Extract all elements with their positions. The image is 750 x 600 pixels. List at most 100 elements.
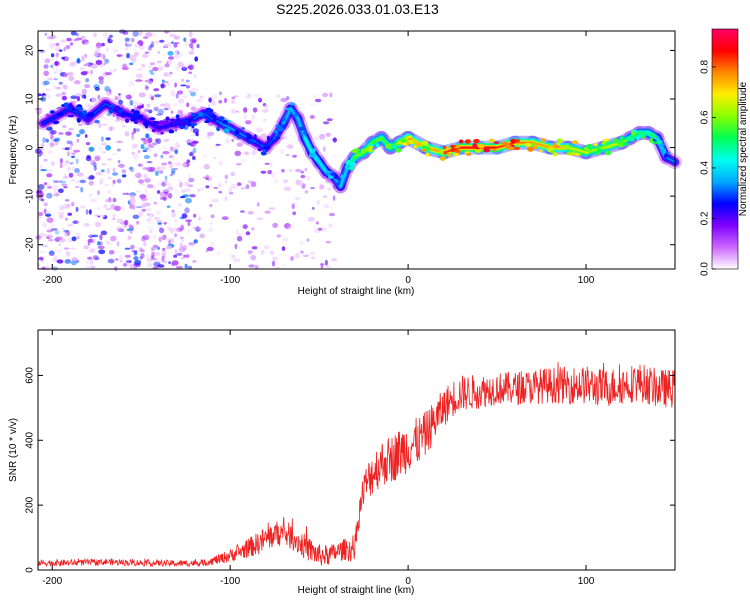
spectrogram-noise-blob	[130, 244, 135, 250]
spectrogram-noise-blob	[205, 185, 210, 189]
spectrogram-noise-blob	[158, 165, 166, 171]
colorbar-ticks: 0.0 0.2 0.4 0.6 0.8	[700, 60, 716, 276]
spectrogram-noise-blob	[98, 146, 102, 152]
spectrogram-noise-blob	[143, 241, 147, 247]
spectrogram-noise-blob	[88, 146, 95, 152]
spectrogram-ridge-blob	[574, 152, 580, 156]
spectrogram-noise-blob	[292, 154, 297, 158]
spectrogram-ridge-blob	[425, 152, 430, 157]
spectrogram-noise-blob	[273, 222, 277, 228]
spectrogram-noise-blob	[142, 126, 146, 130]
spectrogram-noise-blob	[209, 203, 213, 208]
spectrogram-noise-blob	[43, 80, 50, 86]
spectrogram-noise-blob	[61, 183, 68, 187]
spectrogram-ridge-blob	[149, 117, 156, 121]
spectrogram-noise-blob	[56, 259, 64, 264]
spectrogram-noise-blob	[328, 212, 335, 217]
spectrogram-ridge-blob	[216, 126, 221, 132]
spectrogram-noise-blob	[180, 189, 186, 193]
spectrogram-noise-blob	[325, 187, 333, 190]
spectrogram-noise-blob	[157, 264, 165, 268]
spectrogram-noise-blob	[140, 252, 145, 259]
spectrogram-noise-blob	[323, 203, 329, 209]
spectrogram-noise-blob	[55, 93, 63, 97]
spectrogram-ridge-blob	[209, 112, 215, 116]
spectrogram-noise-blob	[107, 158, 112, 161]
spectrogram-noise-blob	[203, 164, 210, 170]
spectrogram-noise-blob	[160, 154, 164, 159]
spectrogram-ridge-blob	[601, 141, 607, 145]
spectrogram-noise-blob	[209, 241, 215, 247]
colorbar-tick-label: 0.2	[700, 211, 711, 225]
spectrogram-noise-blob	[69, 100, 77, 104]
spectrogram-x-label: Height of straight line (km)	[298, 286, 415, 297]
spectrogram-noise-blob	[325, 240, 332, 244]
spectrogram-noise-blob	[95, 42, 102, 49]
spectrogram-noise-blob	[316, 199, 320, 206]
spectrogram-noise-blob	[107, 38, 113, 44]
spectrogram-noise-blob	[69, 63, 76, 67]
spectrogram-noise-blob	[156, 113, 163, 116]
spectrogram-ridge-blob	[293, 113, 300, 117]
spectrogram-noise-blob	[50, 65, 53, 68]
spectrogram-noise-blob	[106, 240, 110, 245]
spectrogram-noise-blob	[89, 198, 97, 203]
spectrogram-noise-blob	[58, 243, 61, 246]
spectrogram-noise-blob	[147, 137, 153, 143]
spectrogram-noise-blob	[65, 131, 72, 136]
spectrogram-noise-blob	[49, 250, 55, 255]
spectrogram-noise-blob	[74, 80, 81, 85]
spectrogram-noise-blob	[100, 97, 104, 102]
spectrogram-noise-blob	[198, 216, 201, 221]
spectrogram-noise-blob	[173, 35, 180, 40]
spectrogram-noise-blob	[306, 176, 311, 181]
spectrogram-ridge-blob	[237, 136, 242, 139]
spectrogram-noise-blob	[208, 104, 211, 109]
spectrogram-noise-blob	[71, 236, 77, 242]
spectrogram-ridge-blob	[385, 145, 390, 149]
spectrogram-noise-blob	[236, 142, 243, 147]
spectrogram-noise-blob	[230, 183, 238, 190]
spectrogram-noise-blob	[286, 144, 294, 149]
spectrogram-noise-blob	[74, 180, 81, 183]
spectrogram-noise-blob	[157, 222, 162, 225]
spectrogram-noise-blob	[67, 167, 71, 171]
spectrogram-noise-blob	[157, 51, 160, 54]
spectrogram-noise-blob	[62, 125, 67, 128]
spectrogram-noise-blob	[306, 238, 310, 242]
spectrogram-noise-blob	[224, 180, 228, 184]
spectrogram-noise-blob	[187, 221, 191, 227]
spectrogram-noise-blob	[134, 172, 138, 176]
spectrogram-noise-blob	[263, 118, 266, 122]
spectrogram-noise-blob	[185, 81, 191, 85]
spectrogram-noise-blob	[154, 40, 160, 44]
spectrogram-noise-blob	[63, 186, 68, 189]
spectrogram-noise-blob	[247, 250, 253, 254]
spectrogram-ridge-blob	[178, 125, 186, 129]
spectrogram-noise-blob	[264, 210, 271, 214]
spectrogram-noise-blob	[167, 106, 171, 111]
spectrogram-ridge-blob	[76, 117, 81, 123]
snr-y-label: SNR (10 * v/v)	[8, 418, 19, 482]
spectrogram-ridge-blob	[440, 156, 446, 161]
spectrogram-noise-blob	[47, 168, 54, 173]
colorbar-tick-label: 0.0	[700, 262, 711, 276]
spectrogram-ridge-blob	[246, 136, 253, 140]
spectrogram-noise-blob	[161, 256, 165, 262]
spectrogram-noise-blob	[211, 198, 219, 203]
spectrogram-noise-blob	[205, 177, 209, 180]
spectrogram-noise-blob	[251, 246, 258, 250]
spectrogram-noise-blob	[279, 148, 285, 155]
spectrogram-noise-blob	[291, 203, 295, 210]
spectrogram-noise-blob	[134, 52, 138, 57]
spectrogram-noise-blob	[235, 229, 240, 236]
spectrogram-noise-blob	[146, 166, 154, 173]
spectrogram-ridge	[36, 96, 682, 194]
spectrogram-ridge-segment	[629, 131, 641, 139]
snr-y-ticks: 0 200 400 600	[25, 367, 675, 573]
spectrogram-ridge-blob	[223, 128, 230, 134]
spectrogram-noise-blob	[71, 166, 76, 170]
spectrogram-noise-blob	[43, 70, 49, 77]
spectrogram-noise-blob	[149, 43, 154, 48]
spectrogram-noise-blob	[160, 83, 165, 89]
